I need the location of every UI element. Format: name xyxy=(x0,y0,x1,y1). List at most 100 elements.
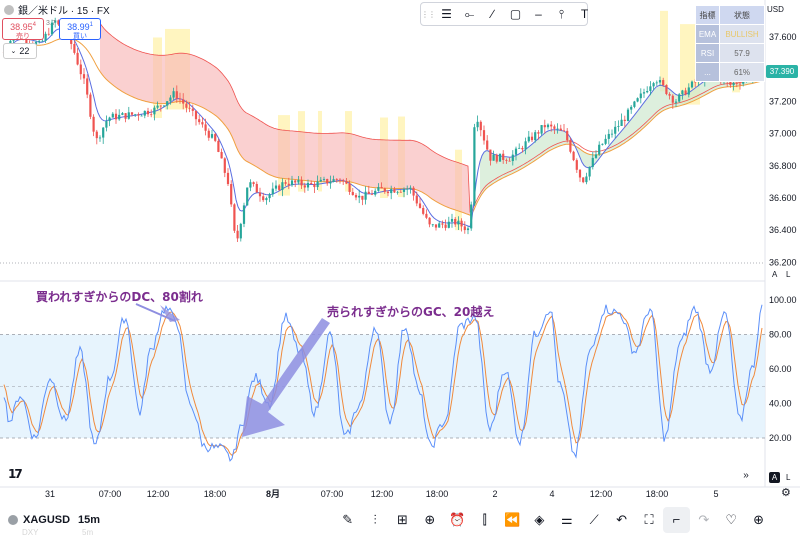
candle xyxy=(495,153,498,164)
symbol-legend[interactable]: 銀／米ドル · 15 · FX xyxy=(4,2,110,17)
candle xyxy=(377,183,380,192)
candle xyxy=(623,115,626,128)
candle xyxy=(466,226,470,235)
timeframe-selector[interactable]: 15m xyxy=(78,514,101,526)
time-tick-label: 12:00 xyxy=(590,489,613,499)
rectangle-icon[interactable]: ▢ xyxy=(509,7,522,21)
candle xyxy=(399,189,402,193)
candle xyxy=(527,130,530,143)
chevron-down-icon: ⌄ xyxy=(10,48,17,55)
candle xyxy=(562,124,566,132)
templates-icon[interactable]: ⊞ xyxy=(397,512,408,527)
candle xyxy=(559,124,562,131)
undo-icon[interactable]: ↶ xyxy=(616,512,628,527)
symbol-name: XAGUSD xyxy=(23,514,71,526)
candle xyxy=(178,92,182,104)
scroll-to-realtime-button[interactable]: » xyxy=(738,469,754,483)
candle xyxy=(156,101,159,110)
candle xyxy=(617,120,620,132)
candle xyxy=(86,74,89,99)
candle xyxy=(566,128,569,143)
buy-button[interactable]: 38.991 買い xyxy=(59,18,101,40)
candle xyxy=(614,120,617,139)
settings-sliders-icon[interactable]: ⚌ xyxy=(560,512,573,527)
candle xyxy=(454,217,457,227)
plus-icon[interactable]: ⊕ xyxy=(753,512,764,527)
table-header-indicator: 指標 xyxy=(694,5,721,25)
candle xyxy=(127,106,130,120)
candle xyxy=(367,185,370,195)
chart-canvas[interactable]: 37.60037.40037.20037.00036.80036.60036.4… xyxy=(0,0,800,500)
candle xyxy=(441,220,444,229)
trend-icon[interactable]: ⟋ xyxy=(589,512,599,527)
gear-icon[interactable]: ⚙ xyxy=(781,487,791,499)
candle xyxy=(732,81,735,91)
candle xyxy=(422,205,425,216)
oscillator-axis[interactable]: 100.00 80.00 60.00 40.00 20.00 xyxy=(769,295,797,443)
candle xyxy=(201,117,204,128)
candle xyxy=(361,195,364,206)
price-auto-scale-button[interactable]: A xyxy=(772,270,778,279)
alert-icon[interactable]: ⏰ xyxy=(449,512,466,527)
candle xyxy=(284,179,287,186)
trend-line-icon[interactable]: ∕ xyxy=(491,7,494,21)
vertical-line-icon[interactable]: ⫯ xyxy=(558,6,565,21)
drawing-toolbar: ⋮⋮ ☰ ⟜ ∕ ▢ – ⫯ T xyxy=(420,2,588,26)
indicators-icon[interactable]: ⫶ xyxy=(373,512,377,527)
time-tick-label: 5 xyxy=(713,489,718,499)
candle xyxy=(598,141,601,156)
candle xyxy=(137,112,140,121)
text-icon[interactable]: T xyxy=(580,7,589,21)
crosshair-icon[interactable]: ⌐ xyxy=(662,507,691,533)
candle xyxy=(438,221,441,228)
candle xyxy=(681,89,684,100)
candle xyxy=(674,98,678,107)
candle xyxy=(76,48,79,66)
osc-tick-label: 60.00 xyxy=(769,364,792,374)
fullscreen-icon[interactable]: ⛶ xyxy=(644,512,654,527)
candle-style-icon[interactable]: ⫿ xyxy=(482,512,487,527)
horizontal-ray-icon[interactable]: ⟜ xyxy=(464,6,475,21)
time-tick-label: 07:00 xyxy=(321,489,344,499)
layers-icon[interactable]: ◈ xyxy=(534,512,545,527)
candle xyxy=(271,182,274,197)
add-icon[interactable]: ⊕ xyxy=(424,512,436,527)
candle xyxy=(89,92,92,120)
candle xyxy=(92,114,95,137)
table-value-rsi: 57.9 xyxy=(719,43,765,63)
candle xyxy=(108,116,111,127)
candle xyxy=(297,175,300,185)
stoch-d-line xyxy=(3,311,763,456)
replay-icon[interactable]: ⏪ xyxy=(503,512,521,527)
drag-handle-icon[interactable]: ⋮⋮ xyxy=(421,9,436,19)
candle xyxy=(406,185,409,196)
currency-label[interactable]: USD xyxy=(767,5,784,14)
price-log-scale-button[interactable]: L xyxy=(786,270,791,279)
candle xyxy=(607,129,610,145)
bottom-toolbar: XAGUSD 15m ✎ ⫶ ⊞ ⊕ ⏰ ⫿ ⏪ ◈ ⚌ ⟋ ↶ ⛶ ⌐ ↷ ♡ ⊕ xyxy=(0,502,800,538)
horizontal-line-icon[interactable]: – xyxy=(535,7,542,21)
sell-button[interactable]: 38.954 売り xyxy=(2,18,44,40)
candle xyxy=(540,125,543,136)
last-price-badge: 37.390 xyxy=(766,65,798,78)
quantity-counter[interactable]: ⌄ 22 xyxy=(3,43,37,59)
candle xyxy=(450,213,454,228)
spread-value: 3.7 xyxy=(46,20,56,27)
multi-line-icon[interactable]: ☰ xyxy=(441,7,452,21)
time-axis[interactable]: 31 07:00 12:00 18:00 8月 07:00 12:00 18:00 2 4 12:0… xyxy=(45,489,719,499)
candle xyxy=(268,192,271,203)
candle xyxy=(396,190,399,195)
idea-icon[interactable]: ♡ xyxy=(725,512,737,527)
symbol-selector[interactable]: XAGUSD xyxy=(0,514,78,526)
osc-auto-scale-button[interactable]: A xyxy=(769,472,780,483)
buy-label: 買い xyxy=(73,33,87,40)
candle xyxy=(182,93,185,110)
osc-log-scale-button[interactable]: L xyxy=(786,473,791,482)
candle xyxy=(306,179,310,191)
pen-icon[interactable]: ✎ xyxy=(342,512,354,527)
candle xyxy=(690,80,694,89)
candle xyxy=(98,135,102,142)
candle xyxy=(230,180,233,207)
candle xyxy=(252,181,255,187)
redo-icon[interactable]: ↷ xyxy=(698,512,710,527)
